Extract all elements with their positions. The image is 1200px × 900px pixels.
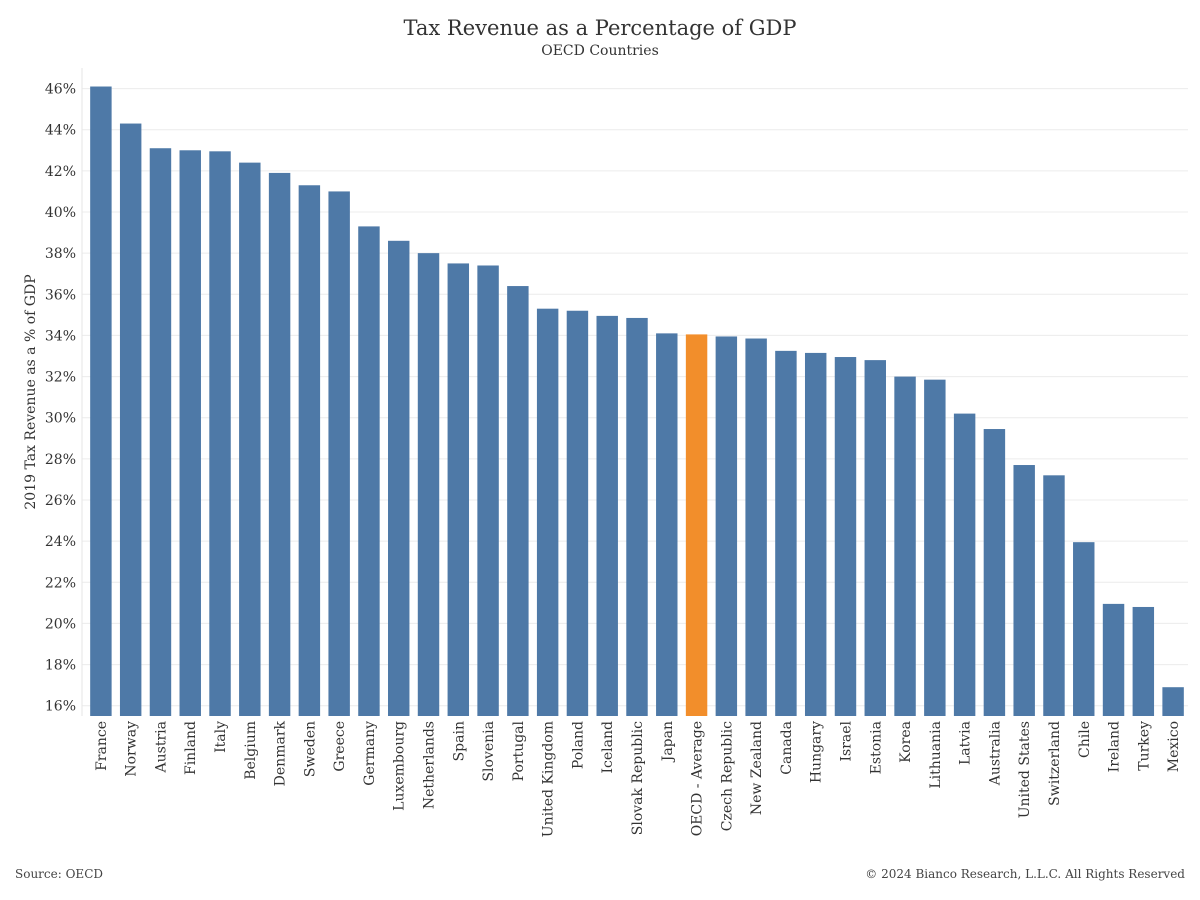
bar-czech-republic — [715, 336, 738, 716]
bar-lithuania — [924, 379, 946, 716]
bar-israel — [834, 357, 857, 716]
bar-portugal — [507, 286, 529, 716]
bar-chile — [1073, 542, 1095, 716]
x-tick-label: Belgium — [243, 721, 259, 780]
x-tick-label: Israel — [838, 720, 854, 761]
x-tick-label: Poland — [570, 721, 586, 769]
y-tick-label: 38% — [45, 246, 76, 262]
x-tick-label: Denmark — [273, 720, 289, 786]
x-tick-label: Greece — [332, 721, 348, 772]
x-tick-label: Hungary — [809, 721, 825, 783]
x-tick-label: United States — [1017, 721, 1033, 818]
y-axis-ticks: 16% 18% 20% 22% 24% 26% 28% 30% 32% 34% 36% 38% 40% 4… — [45, 82, 76, 715]
x-tick-label: Mexico — [1166, 721, 1182, 772]
y-tick-label: 32% — [45, 370, 76, 386]
bar-slovenia — [477, 265, 499, 716]
chart-subtitle: OECD Countries — [541, 43, 659, 59]
x-tick-label: New Zealand — [749, 721, 765, 815]
x-tick-label: Slovak Republic — [630, 721, 646, 835]
bar-netherlands — [417, 253, 440, 716]
bars — [90, 86, 1184, 717]
y-tick-label: 42% — [45, 164, 76, 180]
bar-switzerland — [1043, 475, 1065, 716]
bar-canada — [775, 350, 797, 716]
y-tick-label: 18% — [45, 658, 76, 674]
x-tick-label: Sweden — [302, 721, 318, 777]
y-tick-label: 26% — [45, 493, 76, 509]
y-axis-title: 2019 Tax Revenue as a % of GDP — [23, 274, 39, 509]
x-tick-label: Austria — [153, 721, 169, 773]
source-note: Source: OECD — [15, 867, 103, 881]
x-tick-label: Finland — [183, 721, 199, 775]
y-tick-label: 24% — [45, 534, 76, 550]
y-tick-label: 28% — [45, 452, 76, 468]
chart-title: Tax Revenue as a Percentage of GDP — [403, 16, 797, 40]
x-tick-label: Japan — [660, 721, 676, 763]
bar-united-states — [1013, 465, 1035, 716]
x-tick-label: United Kingdom — [541, 721, 557, 837]
bar-denmark — [268, 172, 291, 716]
bar-sweden — [298, 185, 321, 716]
y-tick-label: 20% — [45, 616, 76, 632]
bar-italy — [209, 151, 231, 717]
bar-new-zealand — [745, 338, 767, 716]
bar-finland — [179, 150, 201, 717]
x-tick-label: OECD - Average — [690, 721, 706, 836]
y-tick-label: 34% — [45, 328, 76, 344]
x-tick-label: Netherlands — [422, 721, 438, 809]
bar-united-kingdom — [536, 308, 559, 716]
y-tick-label: 22% — [45, 575, 76, 591]
bar-hungary — [804, 352, 827, 716]
bar-slovak-republic — [626, 317, 648, 716]
x-tick-label: Italy — [213, 721, 229, 753]
x-tick-label: Slovenia — [481, 721, 497, 782]
bar-oecd-average — [685, 334, 708, 716]
bar-mexico — [1162, 687, 1184, 716]
x-tick-label: Germany — [362, 721, 378, 786]
bar-germany — [358, 226, 380, 716]
bar-latvia — [953, 413, 976, 716]
x-tick-label: Chile — [1077, 721, 1093, 758]
x-tick-label: France — [94, 721, 110, 771]
x-tick-label: Iceland — [600, 721, 616, 773]
x-tick-label: Canada — [779, 721, 795, 775]
x-tick-label: Estonia — [868, 721, 884, 774]
bar-chart: 16% 18% 20% 22% 24% 26% 28% 30% 32% 34% 36% 38% 40% 4… — [23, 68, 1188, 837]
copyright-note: © 2024 Bianco Research, L.L.C. All Right… — [865, 867, 1185, 881]
x-tick-label: Czech Republic — [719, 721, 735, 831]
x-tick-label: Korea — [898, 721, 914, 763]
bar-iceland — [596, 315, 618, 716]
y-tick-label: 36% — [45, 287, 76, 303]
x-tick-label: Luxembourg — [392, 721, 408, 811]
x-tick-label: Ireland — [1107, 721, 1123, 772]
bar-norway — [119, 123, 142, 717]
bar-poland — [566, 310, 589, 716]
bar-austria — [149, 148, 172, 716]
bar-belgium — [239, 162, 261, 717]
bar-france — [90, 86, 112, 716]
y-tick-label: 16% — [45, 699, 76, 715]
bar-turkey — [1132, 606, 1155, 716]
bar-ireland — [1102, 603, 1125, 716]
x-tick-label: Norway — [124, 721, 140, 777]
x-axis-labels: France Norway Austria Finland Italy Belgium De… — [94, 720, 1182, 837]
bar-spain — [447, 263, 470, 716]
bar-luxembourg — [388, 240, 410, 717]
bar-korea — [894, 376, 916, 716]
y-tick-label: 40% — [45, 205, 76, 221]
x-tick-label: Latvia — [958, 721, 974, 765]
x-tick-label: Switzerland — [1047, 721, 1063, 806]
x-tick-label: Spain — [451, 721, 467, 761]
y-tick-label: 44% — [45, 123, 76, 139]
y-tick-label: 30% — [45, 411, 76, 427]
x-tick-label: Portugal — [511, 720, 527, 781]
bar-australia — [983, 429, 1006, 716]
x-tick-label: Australia — [987, 721, 1003, 786]
y-tick-label: 46% — [45, 82, 76, 98]
bar-japan — [656, 333, 678, 716]
x-tick-label: Lithuania — [928, 721, 944, 789]
bar-estonia — [864, 360, 886, 716]
bar-greece — [328, 191, 350, 716]
x-tick-label: Turkey — [1136, 721, 1152, 771]
